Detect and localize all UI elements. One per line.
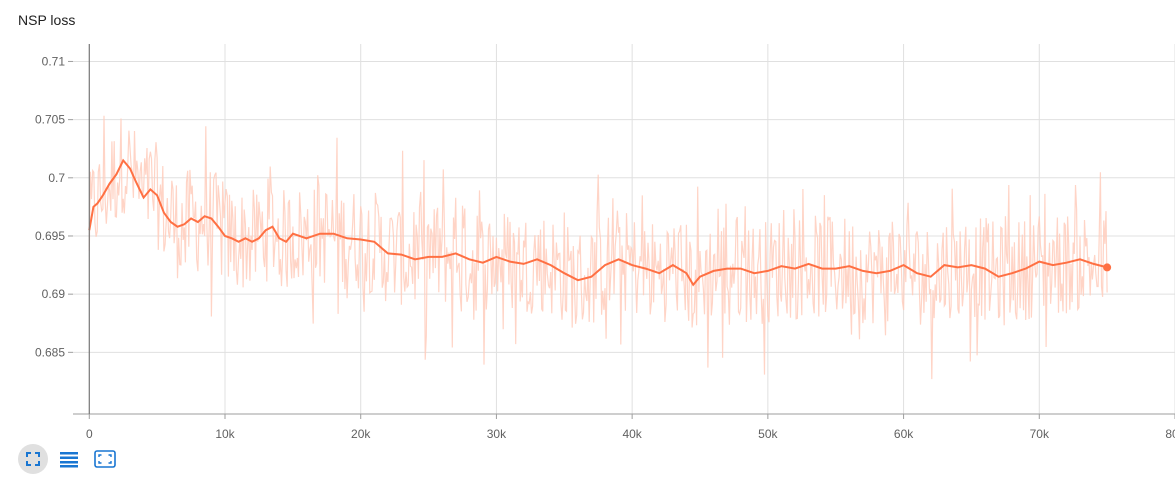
last-point-marker bbox=[1103, 263, 1112, 272]
x-tick-label: 40k bbox=[622, 427, 642, 440]
chart-toolbar bbox=[18, 444, 120, 474]
x-tick-label: 10k bbox=[215, 427, 235, 440]
x-tick-label: 20k bbox=[351, 427, 371, 440]
axes bbox=[73, 44, 1175, 415]
x-tick-label: 0 bbox=[86, 427, 93, 440]
log-scale-icon bbox=[60, 452, 78, 468]
y-tick-label: 0.705 bbox=[35, 113, 65, 127]
y-tick-label: 0.71 bbox=[42, 54, 66, 68]
expand-button[interactable] bbox=[90, 444, 120, 474]
x-tick-label: 30k bbox=[487, 427, 507, 440]
x-tick-label: 50k bbox=[758, 427, 778, 440]
y-tick-label: 0.685 bbox=[35, 345, 65, 359]
x-tick-label: 80k bbox=[1165, 427, 1175, 440]
grid bbox=[73, 44, 1175, 414]
y-tick-label: 0.69 bbox=[42, 287, 66, 301]
x-tick-label: 60k bbox=[894, 427, 914, 440]
raw-series-line bbox=[88, 115, 1108, 380]
expand-icon bbox=[94, 450, 116, 468]
smoothed-series bbox=[88, 158, 1112, 287]
chart-title: NSP loss bbox=[18, 12, 76, 28]
log-scale-button[interactable] bbox=[54, 444, 84, 474]
y-tick-label: 0.695 bbox=[35, 229, 65, 243]
raw-series bbox=[88, 115, 1108, 380]
x-axis-ticks: 0 10k 20k 30k 40k 50k 60k 70k 80k bbox=[86, 414, 1175, 440]
smoothed-series-line bbox=[88, 158, 1108, 287]
line-chart[interactable]: 0 10k 20k 30k 40k 50k 60k 70k 80k 0.685 0.69 0.695… bbox=[0, 0, 1175, 440]
fit-domain-icon bbox=[26, 452, 40, 466]
y-tick-label: 0.7 bbox=[48, 171, 65, 185]
x-tick-label: 70k bbox=[1030, 427, 1050, 440]
fit-domain-button[interactable] bbox=[18, 444, 48, 474]
y-axis-ticks: 0.685 0.69 0.695 0.7 0.705 0.71 bbox=[35, 54, 73, 359]
